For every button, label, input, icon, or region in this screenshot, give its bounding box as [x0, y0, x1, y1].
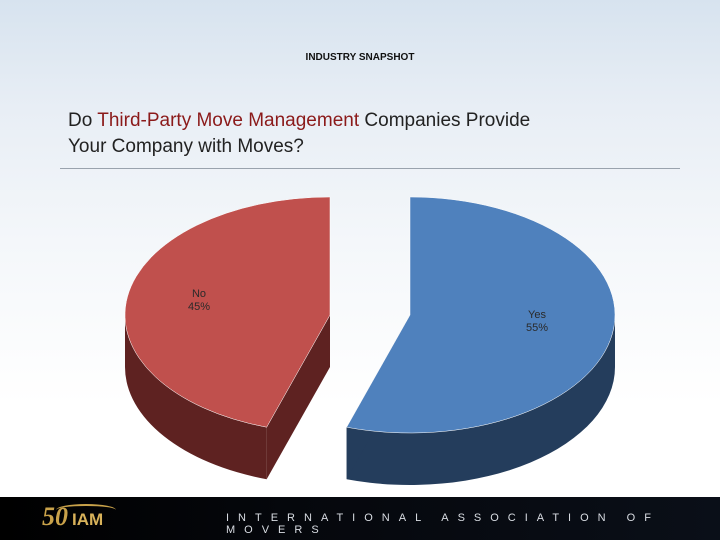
pie-cut-no — [266, 315, 330, 480]
logo-text: IAM — [72, 510, 104, 529]
slice-value-no: 45% — [188, 301, 210, 313]
pie-side-no — [125, 315, 267, 480]
title-divider — [60, 168, 680, 169]
title-part2: Companies Provide — [359, 110, 531, 131]
organization-name: INTERNATIONAL ASSOCIATION OF MOVERS — [226, 512, 660, 536]
title-line2: Your Company with Moves? — [68, 136, 304, 157]
title-highlight: Third-Party Move Management — [97, 110, 360, 131]
footer-banner: 50 IAM INTERNATIONAL ASSOCIATION OF MOVE… — [0, 497, 720, 540]
logo-swoosh-icon — [56, 504, 116, 516]
slice-value-yes: 55% — [526, 322, 548, 334]
pie-slice-no — [124, 196, 331, 428]
page-title: Do Third-Party Move Management Companies… — [68, 108, 688, 160]
slice-label-no: No — [192, 288, 206, 300]
pie-slice-yes — [346, 196, 616, 434]
pie-side-yes — [346, 315, 615, 485]
iam-logo: 50 IAM — [42, 502, 122, 534]
header-label: INDUSTRY SNAPSHOT — [305, 52, 415, 63]
logo-number: 50 — [42, 502, 68, 531]
slice-label-yes: Yes — [528, 309, 546, 321]
title-part1: Do — [68, 110, 98, 131]
